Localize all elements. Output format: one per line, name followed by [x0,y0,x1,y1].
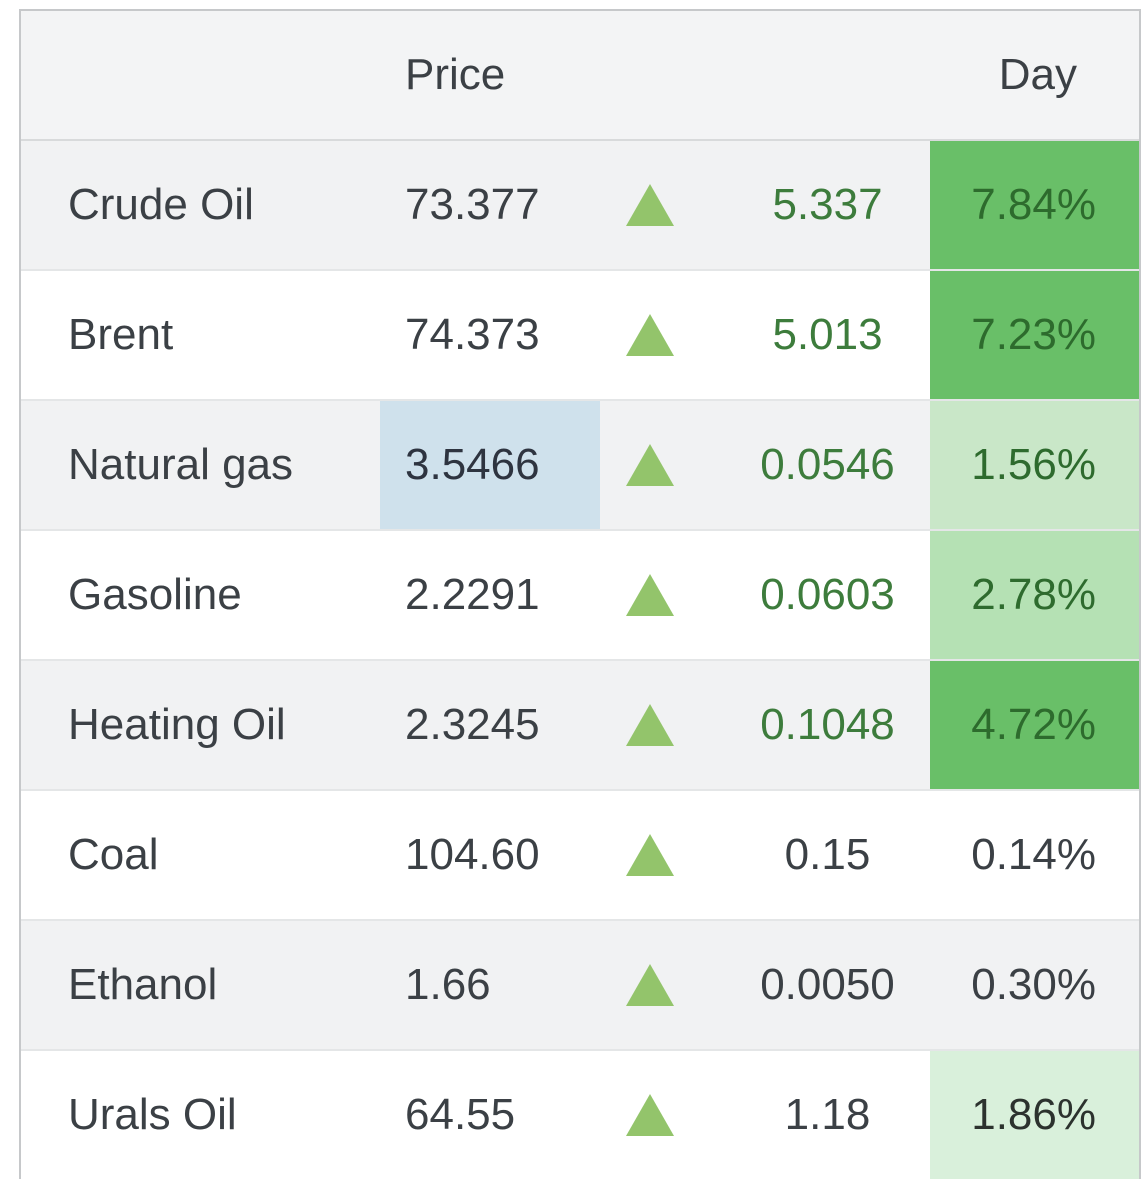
price-value: 3.5466 [380,401,600,529]
change-direction-cell [600,1051,700,1179]
commodity-name-link[interactable]: Heating Oil [68,700,286,749]
up-triangle-icon [626,1094,674,1136]
price-cell: 64.55 [380,1051,600,1179]
day-percent-value: 1.86% [930,1051,1139,1179]
change-value: 0.15 [784,830,871,879]
up-triangle-icon [626,184,674,226]
commodity-name-link[interactable]: Coal [68,830,159,879]
up-triangle-icon [626,704,674,746]
day-percent-value: 7.84% [930,141,1139,269]
day-percent-value: 1.56% [930,401,1139,529]
table-row[interactable]: Coal 104.60 0.15 0.14% [21,789,1139,919]
change-value: 0.0546 [760,440,895,489]
day-percent-value: 0.14% [971,830,1096,879]
change-value: 0.1048 [760,700,895,749]
commodity-name-link[interactable]: Natural gas [68,440,294,489]
price-cell: 1.66 [380,921,600,1049]
table-row[interactable]: Crude Oil 73.377 5.337 7.84% [21,141,1139,269]
price-cell: 73.377 [380,141,600,269]
up-triangle-icon [626,314,674,356]
change-direction-cell [600,921,700,1049]
price-value: 2.2291 [405,570,540,619]
table-row[interactable]: Gasoline 2.2291 0.0603 2.78% [21,529,1139,659]
table-header-row: Price Day [21,11,1139,141]
commodity-name-link[interactable]: Ethanol [68,960,218,1009]
table-row[interactable]: Natural gas 3.5466 0.0546 1.56% [21,399,1139,529]
change-value: 1.18 [784,1090,871,1139]
header-day-label[interactable]: Day [998,50,1077,99]
price-value: 74.373 [405,310,540,359]
up-triangle-icon [626,574,674,616]
table-row[interactable]: Urals Oil 64.55 1.18 1.86% [21,1049,1139,1179]
table-row[interactable]: Brent 74.373 5.013 7.23% [21,269,1139,399]
price-value: 2.3245 [405,700,540,749]
change-value: 5.013 [772,310,883,359]
price-value: 1.66 [405,960,491,1009]
commodity-name-link[interactable]: Crude Oil [68,180,254,229]
commodity-name-link[interactable]: Gasoline [68,570,242,619]
change-direction-cell [600,141,700,269]
table-row[interactable]: Ethanol 1.66 0.0050 0.30% [21,919,1139,1049]
change-value: 0.0603 [760,570,895,619]
commodity-name-link[interactable]: Urals Oil [68,1090,237,1139]
change-direction-cell [600,531,700,659]
commodity-name-link[interactable]: Brent [68,310,174,359]
change-direction-cell [600,791,700,919]
table-row[interactable]: Heating Oil 2.3245 0.1048 4.72% [21,659,1139,789]
up-triangle-icon [626,834,674,876]
day-percent-value: 4.72% [930,661,1139,789]
price-cell: 3.5466 [380,401,600,529]
day-percent-value: 2.78% [930,531,1139,659]
commodities-price-table: Price Day Crude Oil 73.377 5.337 7.84% B… [19,9,1141,1179]
day-percent-value: 0.30% [971,960,1096,1009]
day-percent-value: 7.23% [930,271,1139,399]
change-direction-cell [600,401,700,529]
price-value: 73.377 [405,180,540,229]
change-direction-cell [600,271,700,399]
price-cell: 104.60 [380,791,600,919]
price-value: 104.60 [405,830,540,879]
header-price-label[interactable]: Price [405,50,506,99]
price-value: 64.55 [405,1090,516,1139]
price-cell: 2.3245 [380,661,600,789]
change-value: 0.0050 [760,960,895,1009]
change-direction-cell [600,661,700,789]
up-triangle-icon [626,964,674,1006]
change-value: 5.337 [772,180,883,229]
price-cell: 74.373 [380,271,600,399]
price-cell: 2.2291 [380,531,600,659]
up-triangle-icon [626,444,674,486]
table-body: Crude Oil 73.377 5.337 7.84% Brent 74.37… [21,141,1139,1179]
